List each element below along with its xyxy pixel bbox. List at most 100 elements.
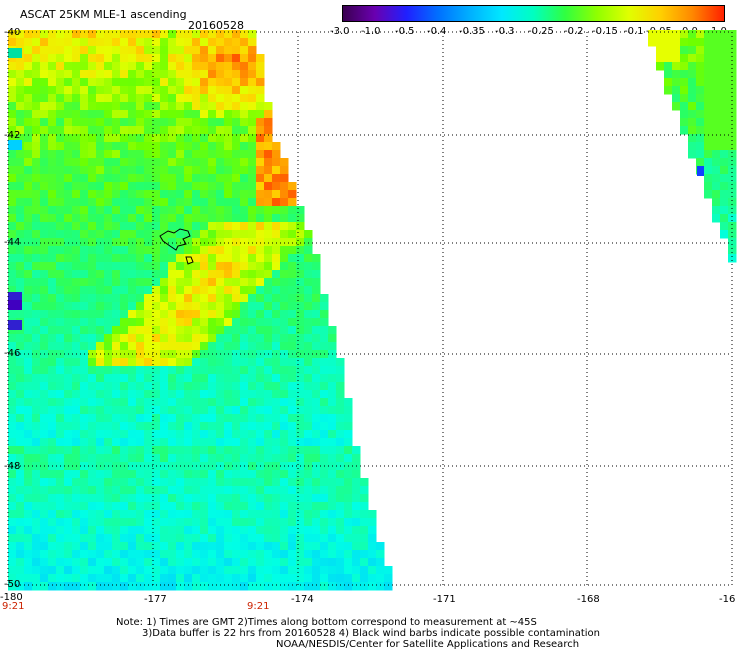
swath-cell: [168, 382, 177, 391]
swath-cell: [112, 406, 121, 415]
swath-cell: [248, 94, 257, 103]
swath-cell: [80, 366, 89, 375]
swath-cell: [80, 190, 89, 199]
swath-cell: [264, 302, 273, 311]
swath-cell: [720, 86, 729, 95]
swath-cell: [88, 246, 97, 255]
swath-cell: [120, 494, 129, 503]
swath-cell: [120, 286, 129, 295]
swath-cell: [272, 390, 281, 399]
swath-cell: [216, 422, 225, 431]
swath-cell: [176, 494, 185, 503]
swath-cell: [264, 478, 273, 487]
swath-cell: [176, 422, 185, 431]
swath-cell: [248, 502, 257, 511]
swath-cell: [168, 318, 177, 327]
swath-cell: [48, 302, 57, 311]
swath-cell: [32, 438, 41, 447]
swath-cell: [64, 390, 73, 399]
swath-cell: [48, 358, 57, 367]
swath-cell: [264, 198, 273, 207]
swath-cell: [312, 582, 321, 591]
swath-cell: [24, 166, 33, 175]
swath-cell: [32, 110, 41, 119]
swath-cell: [248, 534, 257, 543]
swath-cell: [232, 54, 241, 63]
swath-cell: [56, 582, 65, 591]
swath-cell: [208, 518, 217, 527]
swath-cell: [376, 558, 385, 567]
swath-cell: [160, 438, 169, 447]
swath-cell: [40, 262, 49, 271]
swath-cell: [296, 558, 305, 567]
swath-cell: [120, 222, 129, 231]
swath-cell: [40, 270, 49, 279]
swath-cell: [256, 174, 265, 183]
swath-cell: [200, 158, 209, 167]
swath-cell: [128, 558, 137, 567]
swath-cell: [264, 222, 273, 231]
swath-cell: [232, 238, 241, 247]
swath-cell: [208, 126, 217, 135]
swath-cell: [104, 62, 113, 71]
swath-cell: [232, 94, 241, 103]
swath-cell: [288, 438, 297, 447]
swath-cell: [672, 86, 681, 95]
swath-cell: [8, 206, 17, 215]
swath-cell: [24, 246, 33, 255]
swath-cell: [104, 214, 113, 223]
swath-cell: [8, 470, 17, 479]
swath-cell: [56, 182, 65, 191]
swath-cell: [8, 94, 17, 103]
swath-cell: [240, 254, 249, 263]
swath-cell: [312, 566, 321, 575]
swath-cell: [80, 446, 89, 455]
swath-cell: [72, 174, 81, 183]
swath-cell: [184, 110, 193, 119]
swath-cell: [696, 126, 705, 135]
swath-cell: [56, 334, 65, 343]
swath-cell: [304, 398, 313, 407]
swath-cell: [128, 142, 137, 151]
swath-cell: [280, 542, 289, 551]
swath-cell: [296, 550, 305, 559]
swath-cell: [72, 166, 81, 175]
swath-cell: [88, 294, 97, 303]
swath-cell: [320, 310, 329, 319]
swath-cell: [144, 374, 153, 383]
swath-cell: [40, 62, 49, 71]
swath-cell: [280, 406, 289, 415]
swath-cell: [88, 150, 97, 159]
swath-cell: [376, 566, 385, 575]
swath-cell: [320, 566, 329, 575]
swath-cell: [136, 494, 145, 503]
swath-cell: [288, 310, 297, 319]
swath-cell: [64, 478, 73, 487]
swath-cell: [152, 494, 161, 503]
swath-cell: [96, 406, 105, 415]
swath-cell: [8, 54, 17, 63]
swath-cell: [48, 174, 57, 183]
swath-cell: [240, 110, 249, 119]
swath-cell: [240, 70, 249, 79]
swath-cell: [360, 542, 369, 551]
swath-cell: [88, 526, 97, 535]
swath-cell: [192, 390, 201, 399]
swath-cell: [136, 254, 145, 263]
swath-cell: [48, 214, 57, 223]
swath-cell: [8, 326, 17, 335]
swath-cell: [32, 478, 41, 487]
swath-cell: [216, 126, 225, 135]
swath-cell: [176, 326, 185, 335]
swath-cell: [160, 470, 169, 479]
swath-cell: [144, 390, 153, 399]
swath-cell: [176, 518, 185, 527]
swath-cell: [248, 494, 257, 503]
swath-cell: [88, 126, 97, 135]
swath-cell: [232, 342, 241, 351]
swath-cell: [192, 446, 201, 455]
swath-cell: [128, 126, 137, 135]
swath-cell: [16, 358, 25, 367]
swath-cell: [256, 430, 265, 439]
swath-cell: [160, 390, 169, 399]
